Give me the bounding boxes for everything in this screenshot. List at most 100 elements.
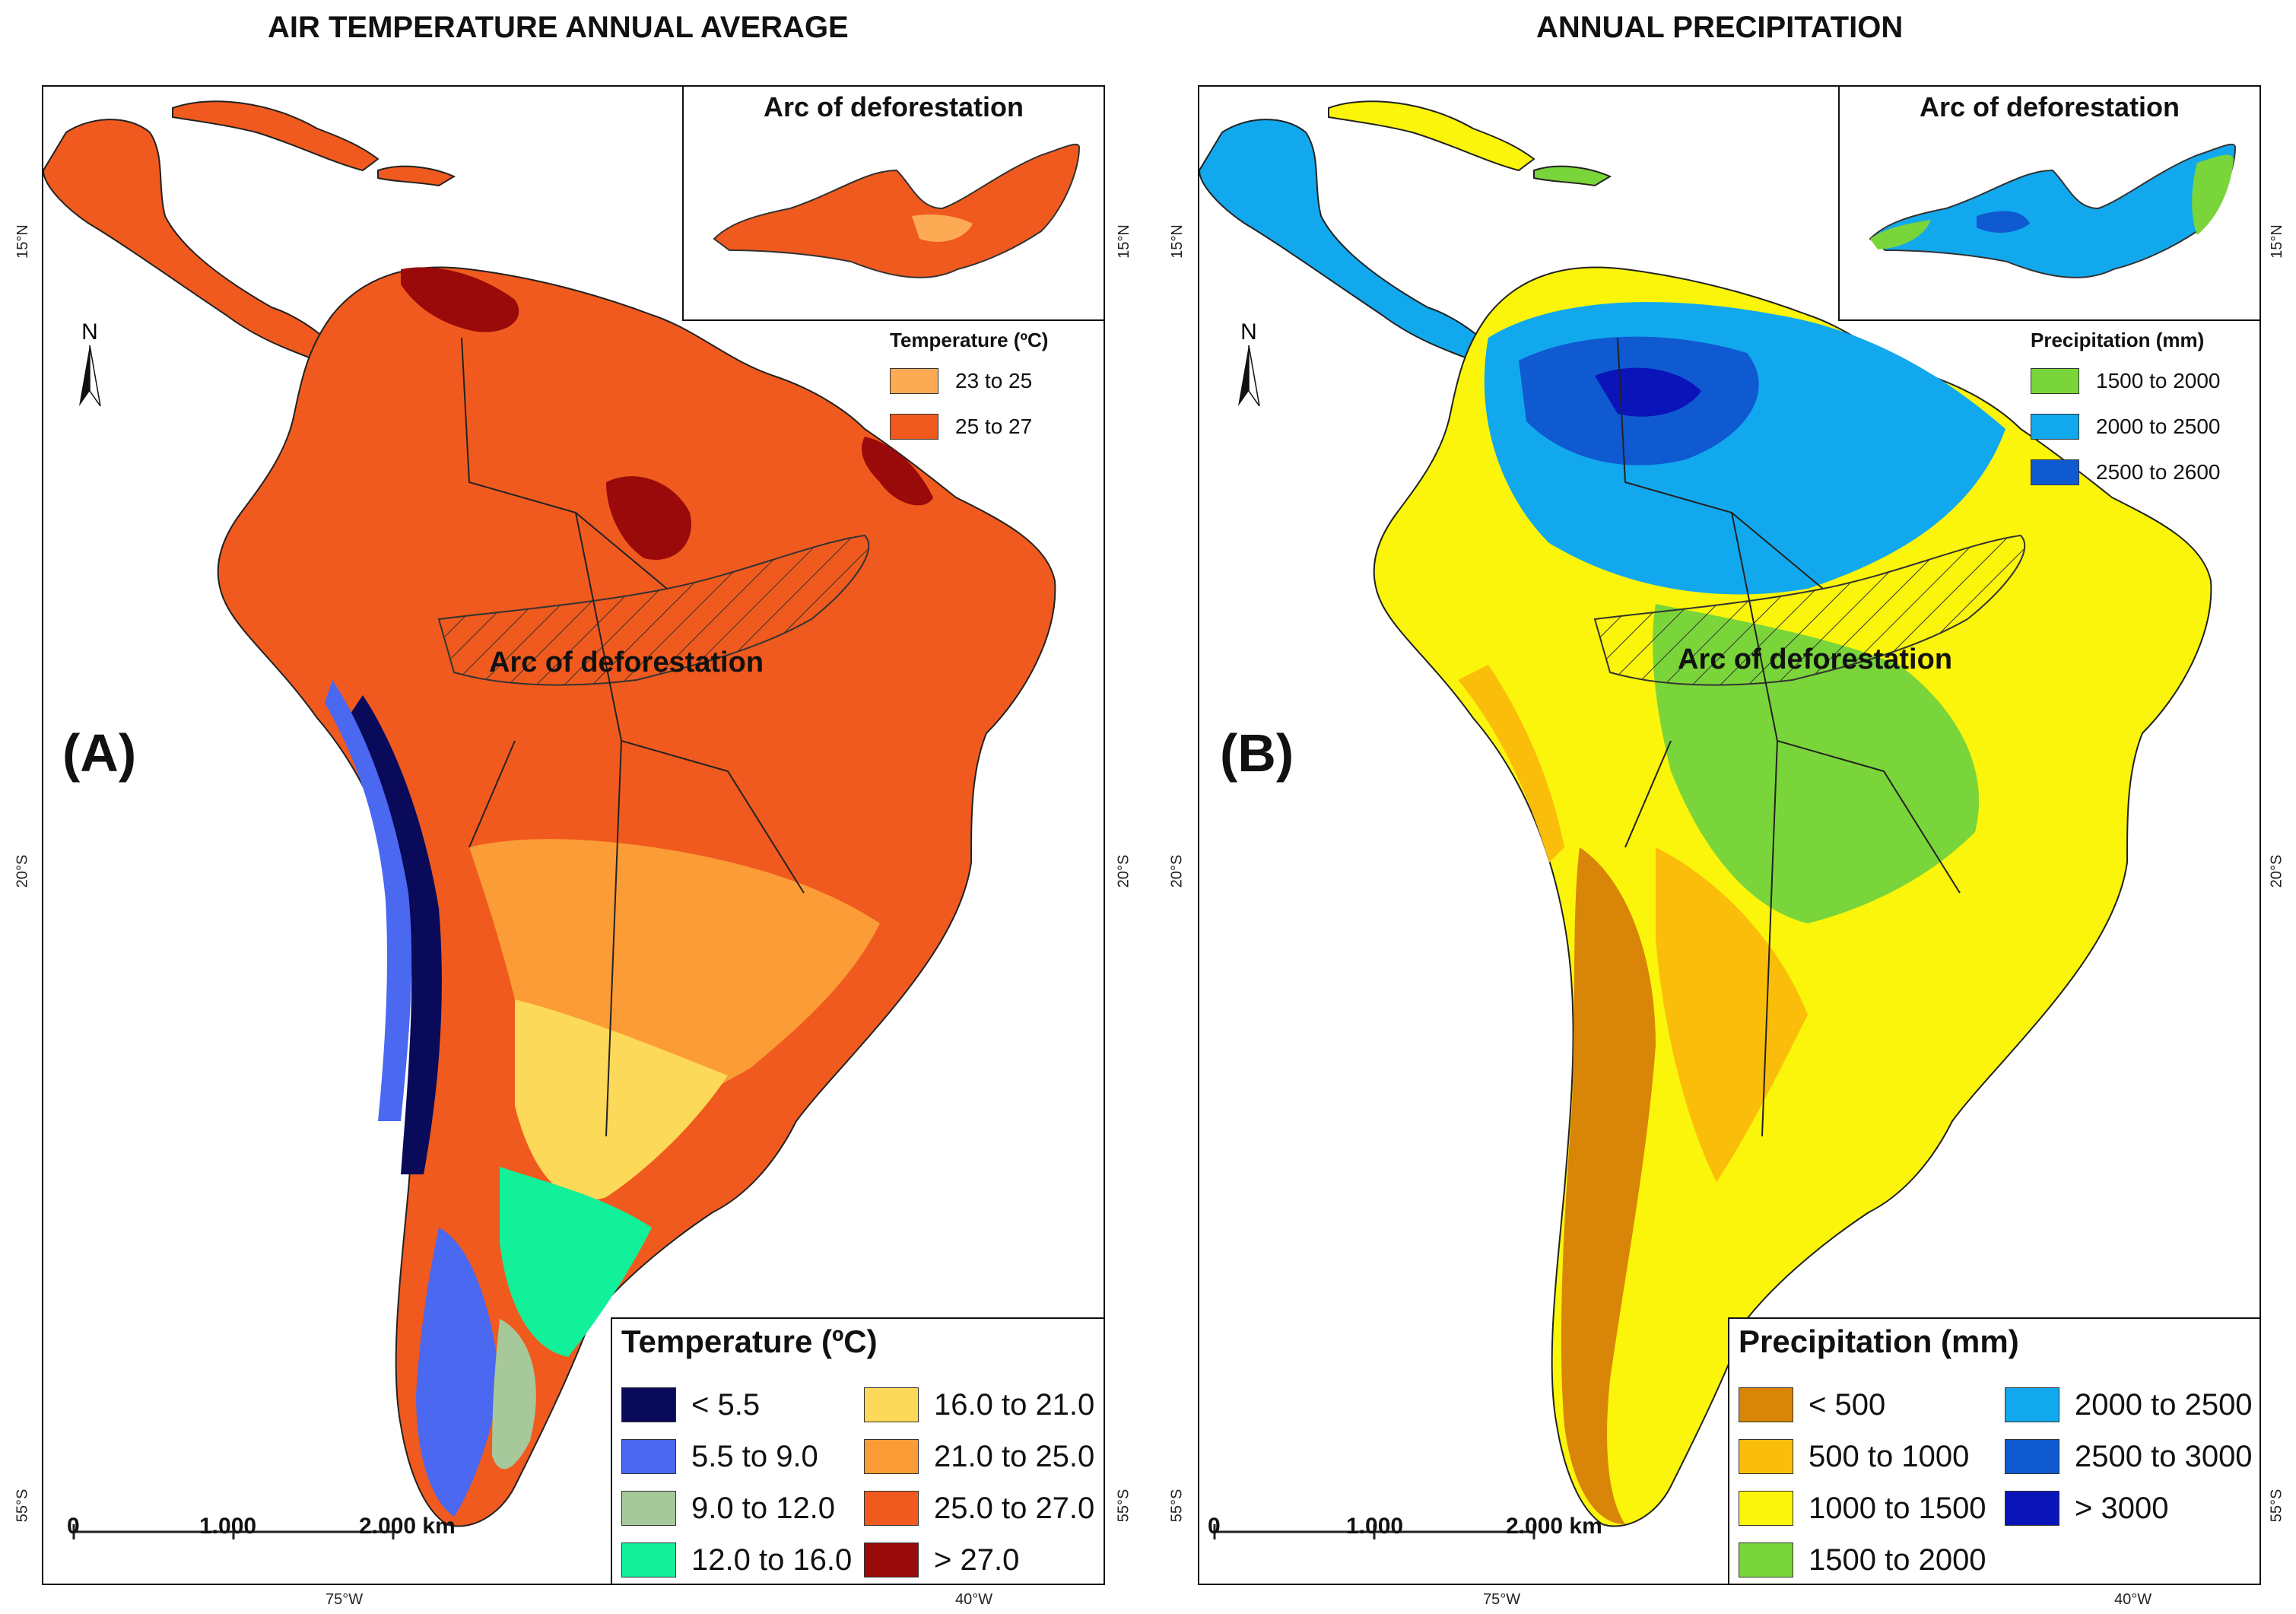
scale-label-1000: 1.000 — [199, 1514, 257, 1539]
panel-a-legend: Temperature (ºC) — [611, 1317, 1105, 1585]
legend-item: 9.0 to 12.0 — [621, 1491, 835, 1526]
hispaniola-shape — [1533, 165, 1612, 187]
panel-b-legend: Precipitation (mm) — [1728, 1317, 2261, 1585]
panel-a-north-arrow: N — [75, 319, 105, 410]
panel-b-north-arrow: N — [1234, 319, 1264, 410]
inset-b-legend-item: 1500 to 2000 — [2031, 368, 2221, 394]
scale-label-0: 0 — [67, 1514, 80, 1539]
inset-title: Arc of deforestation — [763, 91, 1024, 122]
lat-tick: 55°S — [1115, 1489, 1132, 1523]
inset-a-legend-item: 23 to 25 — [890, 368, 1032, 394]
lat-tick: 20°S — [1115, 854, 1132, 888]
zone-500-1000 — [1656, 847, 1808, 1182]
zone-under-500 — [1561, 847, 1656, 1524]
lat-tick: 15°N — [14, 224, 31, 259]
zone-500-1000-coast — [1458, 665, 1564, 863]
country-borders — [461, 337, 805, 1137]
band-12-16 — [500, 1167, 652, 1357]
legend-item: 21.0 to 25.0 — [864, 1439, 1094, 1474]
scale-label-0: 0 — [1208, 1514, 1221, 1539]
panel-a-label: (A) — [62, 723, 137, 783]
legend-swatch — [864, 1543, 919, 1577]
panel-b-label: (B) — [1220, 723, 1294, 783]
lat-tick: 55°S — [14, 1489, 31, 1523]
legend-item: < 5.5 — [621, 1387, 760, 1422]
band-5-9 — [416, 1228, 500, 1517]
panel-b-arc-label: Arc of deforestation — [1678, 643, 1953, 675]
inset-b-legend-title: Precipitation (mm) — [2031, 329, 2205, 351]
band-16-21 — [515, 999, 728, 1200]
lat-tick: 20°S — [1168, 854, 1186, 888]
legend-swatch — [621, 1439, 676, 1474]
legend-item: 1000 to 1500 — [1739, 1491, 1986, 1526]
legend-swatch — [1739, 1387, 1793, 1422]
panel-a-map-frame — [42, 85, 1105, 1585]
legend-swatch — [890, 414, 938, 440]
lat-tick: 20°S — [2268, 854, 2285, 888]
temperature-map — [43, 100, 1056, 1539]
andes-cool-band — [325, 680, 412, 1121]
legend-swatch — [890, 368, 938, 394]
scale-label-2000: 2.000 km — [359, 1514, 456, 1539]
legend-swatch — [864, 1439, 919, 1474]
inset-b-legend-item: 2000 to 2500 — [2031, 414, 2221, 440]
north-label: N — [1240, 319, 1257, 345]
legend-swatch — [621, 1543, 676, 1577]
lat-tick: 20°S — [14, 854, 31, 888]
panel-b-inset: Arc of deforestation — [1838, 85, 2261, 321]
hot-zone-amazon — [606, 476, 691, 560]
hispaniola-shape — [377, 165, 456, 187]
legend-item: 16.0 to 21.0 — [864, 1387, 1094, 1422]
panel-a-arc-label: Arc of deforestation — [489, 647, 764, 678]
panel-b-title: ANNUAL PRECIPITATION — [1536, 11, 1904, 44]
legend-item: 25.0 to 27.0 — [864, 1491, 1094, 1526]
lat-tick: 15°N — [1115, 224, 1132, 259]
lon-tick: 40°W — [955, 1591, 993, 1608]
lon-tick: 75°W — [1483, 1591, 1521, 1608]
inset-title: Arc of deforestation — [1919, 91, 2180, 122]
inset-a-map — [713, 143, 1081, 278]
hot-zone-east — [862, 437, 933, 506]
arc-deforestation-hatch — [1593, 534, 2026, 686]
legend-item: 1500 to 2000 — [1739, 1543, 1986, 1577]
lat-tick: 15°N — [2268, 224, 2285, 259]
legend-item: 2000 to 2500 — [2005, 1387, 2253, 1422]
legend-swatch — [621, 1491, 676, 1526]
north-arrow-icon — [1238, 345, 1260, 407]
lat-tick: 55°S — [2268, 1489, 2285, 1523]
legend-swatch — [1739, 1439, 1793, 1474]
legend-item: 500 to 1000 — [1739, 1439, 1969, 1474]
legend-item: < 500 — [1739, 1387, 1885, 1422]
panel-a-title: AIR TEMPERATURE ANNUAL AVERAGE — [268, 11, 849, 44]
precipitation-map — [1199, 100, 2212, 1539]
legend-swatch — [2031, 368, 2079, 394]
lon-tick: 40°W — [2114, 1591, 2152, 1608]
legend-title: Precipitation (mm) — [1739, 1323, 2019, 1359]
cuba-shape — [1328, 100, 1535, 172]
lat-tick: 55°S — [1168, 1489, 1186, 1523]
legend-swatch — [2005, 1439, 2059, 1474]
lat-tick: 15°N — [1168, 224, 1186, 259]
inset-b-legend-item: 2500 to 2600 — [2031, 459, 2221, 485]
legend-swatch — [2005, 1387, 2059, 1422]
legend-swatch — [2031, 459, 2079, 485]
inset-b-map — [1869, 143, 2237, 278]
legend-item: 5.5 to 9.0 — [621, 1439, 818, 1474]
north-arrow-icon — [79, 345, 101, 407]
inset-a-legend-item: 25 to 27 — [890, 414, 1032, 440]
panel-a-inset: Arc of deforestation — [682, 85, 1105, 321]
legend-swatch — [864, 1387, 919, 1422]
scale-label-1000: 1.000 — [1346, 1514, 1404, 1539]
arc-deforestation-hatch — [437, 534, 870, 686]
legend-item: 12.0 to 16.0 — [621, 1543, 852, 1577]
central-america-shape — [1199, 119, 1490, 362]
central-america-shape — [43, 119, 334, 362]
legend-title: Temperature (ºC) — [621, 1323, 878, 1359]
legend-item: > 27.0 — [864, 1543, 1019, 1577]
andes-cold-band — [348, 695, 442, 1174]
legend-swatch — [1739, 1491, 1793, 1526]
legend-swatch — [1739, 1543, 1793, 1577]
country-borders — [1617, 337, 1961, 1137]
lon-tick: 75°W — [326, 1591, 364, 1608]
scale-label-2000: 2.000 km — [1506, 1514, 1602, 1539]
